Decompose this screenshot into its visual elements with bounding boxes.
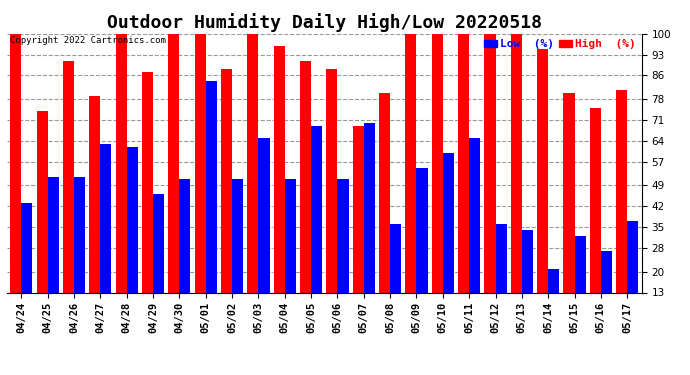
Bar — [564, 93, 575, 331]
Bar — [469, 138, 480, 331]
Bar — [616, 90, 627, 331]
Bar — [458, 34, 469, 331]
Bar — [232, 180, 243, 331]
Bar — [300, 60, 311, 331]
Bar — [337, 180, 348, 331]
Bar — [127, 147, 138, 331]
Title: Outdoor Humidity Daily High/Low 20220518: Outdoor Humidity Daily High/Low 20220518 — [107, 13, 542, 32]
Bar — [74, 177, 85, 331]
Bar — [63, 60, 74, 331]
Bar — [153, 194, 164, 331]
Bar — [511, 34, 522, 331]
Bar — [443, 153, 454, 331]
Bar — [379, 93, 390, 331]
Bar — [248, 34, 259, 331]
Bar — [495, 224, 506, 331]
Bar — [432, 34, 443, 331]
Bar — [537, 49, 548, 331]
Bar — [206, 81, 217, 331]
Bar — [484, 34, 495, 331]
Bar — [364, 123, 375, 331]
Bar — [101, 144, 112, 331]
Bar — [274, 46, 285, 331]
Bar — [326, 69, 337, 331]
Bar — [627, 221, 638, 331]
Bar — [575, 236, 586, 331]
Bar — [179, 180, 190, 331]
Bar — [311, 126, 322, 331]
Bar — [390, 224, 401, 331]
Bar — [195, 34, 206, 331]
Legend: Low  (%), High  (%): Low (%), High (%) — [484, 39, 636, 50]
Bar — [259, 138, 270, 331]
Text: Copyright 2022 Cartronics.com: Copyright 2022 Cartronics.com — [10, 36, 166, 45]
Bar — [21, 203, 32, 331]
Bar — [116, 34, 127, 331]
Bar — [48, 177, 59, 331]
Bar — [417, 168, 428, 331]
Bar — [10, 34, 21, 331]
Bar — [168, 34, 179, 331]
Bar — [601, 251, 612, 331]
Bar — [406, 34, 417, 331]
Bar — [548, 269, 560, 331]
Bar — [142, 72, 153, 331]
Bar — [590, 108, 601, 331]
Bar — [353, 126, 364, 331]
Bar — [89, 96, 101, 331]
Bar — [37, 111, 48, 331]
Bar — [522, 230, 533, 331]
Bar — [285, 180, 296, 331]
Bar — [221, 69, 232, 331]
